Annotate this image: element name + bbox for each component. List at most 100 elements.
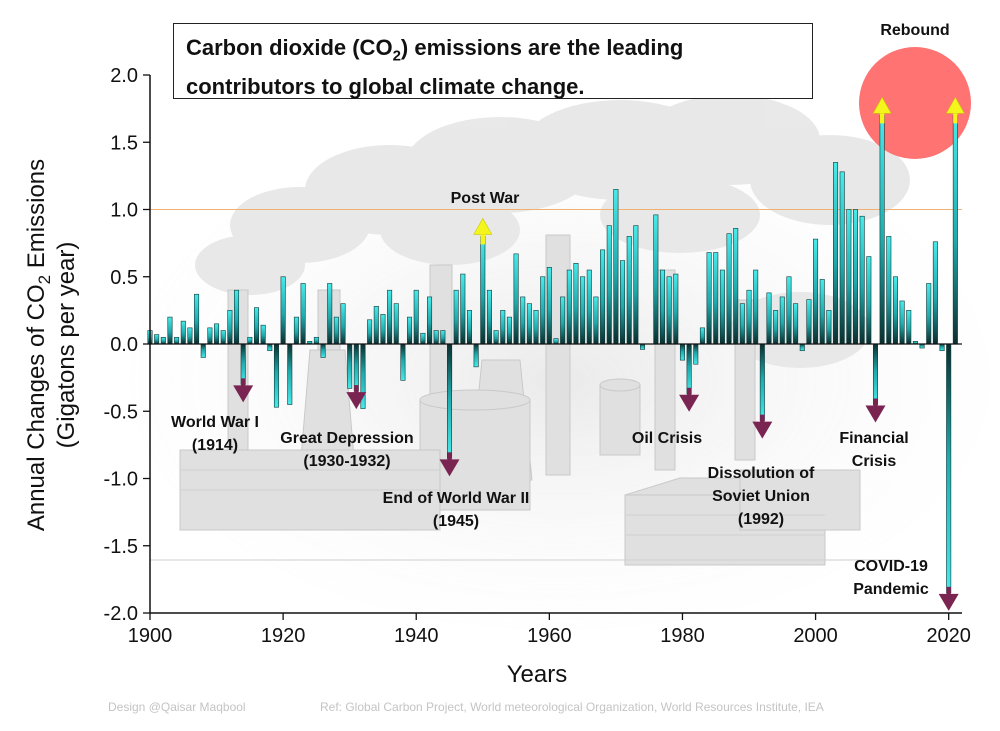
bar-1922 <box>293 316 299 345</box>
bar-1973 <box>633 225 639 345</box>
bar-2018 <box>932 241 938 345</box>
bar-1937 <box>393 303 399 345</box>
bar-1940 <box>413 289 419 345</box>
bars-group <box>147 115 958 594</box>
bar-1981 <box>686 343 692 395</box>
bar-1905 <box>180 320 186 345</box>
annotation-label: World War I <box>171 414 259 431</box>
bar-1936 <box>387 289 393 345</box>
down-arrow-stem-1914 <box>240 378 246 387</box>
bar-1979 <box>673 273 679 345</box>
annotation-label: Rebound <box>880 22 949 39</box>
up-arrow-stem-1950 <box>480 234 485 245</box>
bar-1960 <box>546 267 552 345</box>
bar-1980 <box>679 343 685 361</box>
bar-1912 <box>227 310 233 345</box>
bar-1917 <box>260 324 266 345</box>
bar-1939 <box>407 316 413 345</box>
bar-1920 <box>280 276 286 345</box>
bar-1911 <box>220 330 226 345</box>
y-tick-label: 2.0 <box>110 65 138 87</box>
bar-1966 <box>586 269 592 345</box>
bar-1974 <box>640 343 646 350</box>
x-tick-label: 1900 <box>128 625 173 647</box>
bar-1904 <box>174 336 180 345</box>
bar-2016 <box>919 343 925 349</box>
bar-1909 <box>207 327 213 345</box>
bar-2020 <box>946 343 952 594</box>
bar-1952 <box>493 330 499 345</box>
bar-1902 <box>160 336 166 345</box>
bar-1963 <box>566 269 572 345</box>
bar-1930 <box>347 343 353 389</box>
bar-2010 <box>879 115 885 345</box>
bar-1989 <box>739 303 745 345</box>
bar-1964 <box>573 262 579 345</box>
bar-1954 <box>506 316 512 345</box>
y-tick-label: 0.0 <box>110 334 138 356</box>
down-arrow-1945 <box>439 459 460 477</box>
down-arrow-stem-1992 <box>760 414 765 423</box>
bar-1956 <box>520 296 526 345</box>
down-arrow-1931 <box>346 392 367 410</box>
y-axis-label-line1: Annual Changes of CO2 Emissions <box>23 159 54 531</box>
axes: 2.0 1.5 1.0 0.5 0.0 -0.5 -1.0 -1.5 -2.0 1900 1920… <box>104 65 971 647</box>
bar-1910 <box>214 323 220 345</box>
x-tick-label: 1920 <box>261 625 306 647</box>
bar-1947 <box>460 273 466 345</box>
bar-2007 <box>859 215 865 345</box>
x-tick-label: 1940 <box>394 625 439 647</box>
bar-1961 <box>553 338 559 345</box>
annotation-label: COVID-19 <box>854 558 928 575</box>
footer-ref: Ref: Global Carbon Project, World meteor… <box>320 700 824 714</box>
bar-2001 <box>819 279 825 345</box>
bar-1983 <box>699 327 705 345</box>
bar-2009 <box>872 343 878 405</box>
bar-1967 <box>593 296 599 345</box>
bar-1990 <box>746 289 752 345</box>
bar-1942 <box>427 296 433 345</box>
bar-1991 <box>753 269 759 345</box>
x-axis-label: Years <box>507 661 568 688</box>
y-tick-label: -1.5 <box>104 536 138 558</box>
up-arrow-stem-2021 <box>953 113 958 124</box>
bar-1951 <box>486 289 492 345</box>
bar-1958 <box>533 310 539 345</box>
bar-1984 <box>706 252 712 345</box>
y-tick-label: 1.0 <box>110 200 138 222</box>
bar-1915 <box>247 336 253 345</box>
down-arrow-1914 <box>233 385 254 403</box>
bar-2014 <box>906 310 912 345</box>
bar-1914 <box>240 343 246 385</box>
bar-2000 <box>813 238 819 345</box>
bar-1962 <box>560 296 566 345</box>
bar-2002 <box>826 310 832 345</box>
bar-1916 <box>253 307 259 345</box>
bar-1993 <box>766 292 772 345</box>
bar-1988 <box>733 228 739 345</box>
x-tick-label: 2020 <box>926 625 971 647</box>
bar-1944 <box>440 330 446 345</box>
down-arrow-2009 <box>865 405 886 423</box>
bar-1925 <box>313 336 319 345</box>
chart-title: Carbon dioxide (CO2) emissions are the l… <box>173 23 813 99</box>
bar-1985 <box>713 252 719 345</box>
annotation-label: (1930-1932) <box>303 453 390 470</box>
bar-1986 <box>719 269 725 345</box>
annotations-group: Post War World War I (1914) Great Depressio… <box>171 22 950 598</box>
bar-1968 <box>600 249 606 345</box>
bar-1901 <box>154 334 160 345</box>
annotation-label: (1914) <box>192 437 238 454</box>
bar-1972 <box>626 236 632 345</box>
footer-design: Design @Qaisar Maqbool <box>108 700 246 714</box>
bar-1959 <box>540 276 546 345</box>
down-arrow-1992 <box>752 421 773 439</box>
bar-1919 <box>273 343 279 408</box>
bar-1943 <box>433 330 439 345</box>
bar-1995 <box>779 296 785 345</box>
bar-2004 <box>839 171 845 345</box>
annotation-label: Oil Crisis <box>632 430 702 447</box>
bar-1953 <box>500 310 506 345</box>
annotation-label: Soviet Union <box>712 488 810 505</box>
bar-1982 <box>693 343 699 365</box>
